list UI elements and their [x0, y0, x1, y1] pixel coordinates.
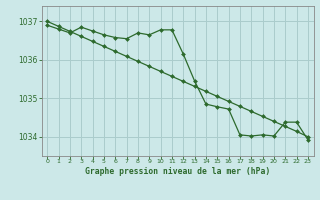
X-axis label: Graphe pression niveau de la mer (hPa): Graphe pression niveau de la mer (hPa) [85, 167, 270, 176]
